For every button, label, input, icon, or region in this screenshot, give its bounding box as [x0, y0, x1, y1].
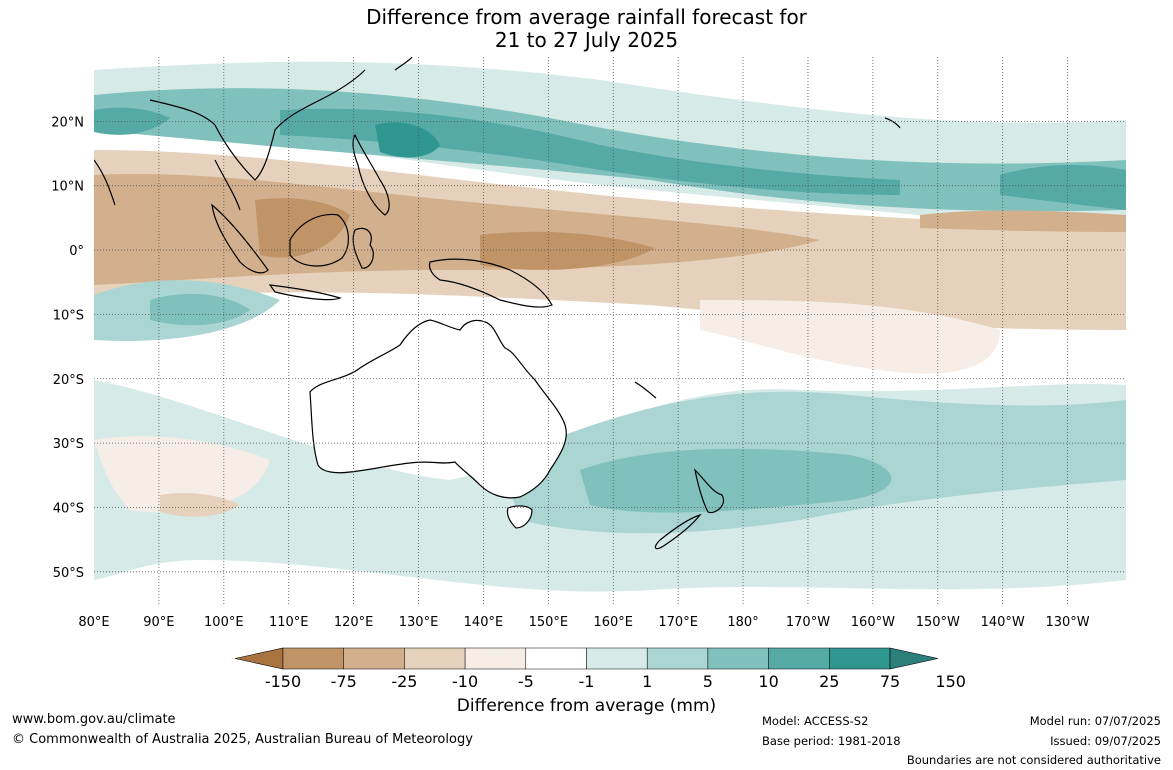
longitude-label: 170°E — [658, 615, 698, 630]
colorbar-segment — [404, 647, 466, 670]
colorbar-tick-label: -10 — [452, 672, 478, 691]
colorbar-tick-label: 25 — [819, 672, 839, 691]
colorbar-tick-label: 5 — [703, 672, 713, 691]
longitude-label: 110°E — [269, 615, 309, 630]
colorbar-segment — [525, 647, 587, 670]
model-run-date: Model run: 07/07/2025 — [1029, 714, 1161, 728]
colorbar — [234, 647, 939, 670]
longitude-label: 160°E — [593, 615, 633, 630]
longitude-label: 80°E — [78, 615, 109, 630]
colorbar-segment — [829, 647, 891, 670]
map-field — [94, 57, 1126, 604]
latitude-label: 0° — [69, 244, 84, 259]
borneo-landmass — [289, 213, 349, 267]
colorbar-tick-label: 75 — [880, 672, 900, 691]
latitude-label: 40°S — [53, 501, 84, 516]
longitude-label: 130°E — [399, 615, 439, 630]
latitude-label: 10°S — [53, 308, 84, 323]
colorbar-tick-label: -1 — [579, 672, 595, 691]
model-name: Model: ACCESS-S2 — [762, 714, 869, 728]
dry-core-new-guinea — [480, 231, 655, 270]
colorbar-tick-label: 10 — [758, 672, 778, 691]
latitude-label: 50°S — [53, 566, 84, 581]
philippines-landmass — [352, 133, 390, 216]
colorbar-extension-low — [234, 647, 284, 670]
colorbar-extension-high — [889, 647, 939, 670]
hawaii-islands — [884, 117, 901, 129]
wet-core-east-pacific — [1000, 165, 1126, 210]
longitude-labels: 80°E 90°E 100°E 110°E 120°E 130°E 140°E 150°E 16… — [78, 615, 1089, 630]
latitude-label: 20°N — [51, 115, 84, 130]
dry-core-borneo — [255, 198, 350, 258]
longitude-label: 120°E — [334, 615, 374, 630]
issued-date: Issued: 09/07/2025 — [1050, 734, 1161, 748]
map-title-line-2: 21 to 27 July 2025 — [494, 28, 679, 52]
longitude-label: 150°E — [529, 615, 569, 630]
sumatra-landmass — [211, 203, 269, 274]
colorbar-segment — [768, 647, 830, 670]
wet-core-philippines — [375, 122, 440, 158]
colorbar-segment — [282, 647, 344, 670]
colorbar-segment — [343, 647, 405, 670]
longitude-label: 100°E — [204, 615, 244, 630]
dry-south-pacific — [700, 300, 1000, 374]
colorbar-segment — [586, 647, 648, 670]
copyright-text: © Commonwealth of Australia 2025, Austra… — [12, 732, 473, 747]
website-link[interactable]: www.bom.gov.au/climate — [12, 712, 176, 727]
tasmania-landmass — [506, 505, 533, 529]
sulawesi-landmass — [352, 227, 374, 269]
japan-landmass — [394, 57, 413, 71]
longitude-label: 90°E — [143, 615, 174, 630]
longitude-label: 140°W — [981, 615, 1025, 630]
colorbar-title: Difference from average (mm) — [456, 696, 717, 716]
latitude-labels: 20°N 10°N 0° 10°S 20°S 30°S 40°S 50°S — [51, 115, 84, 580]
longitude-label: 140°E — [464, 615, 504, 630]
boundaries-disclaimer: Boundaries are not considered authoritat… — [906, 753, 1161, 767]
longitude-label: 170°W — [786, 615, 830, 630]
new-guinea-landmass — [428, 258, 553, 308]
new-zealand-north-island — [694, 468, 725, 514]
wet-indian-ocean-core — [150, 293, 250, 326]
longitude-label: 130°W — [1045, 615, 1089, 630]
colorbar-segment — [646, 647, 709, 670]
colorbar-tick-label: 150 — [935, 672, 966, 691]
colorbar-segment — [464, 647, 527, 670]
new-zealand-south-island — [654, 513, 702, 550]
dry-band-east-pacific — [920, 210, 1126, 232]
wet-band-north-core — [280, 108, 900, 195]
wet-core-india — [94, 107, 170, 135]
graticule — [94, 57, 1126, 604]
longitude-label: 160°W — [851, 615, 895, 630]
wet-tasman-core — [580, 448, 892, 513]
australia-landmass — [309, 319, 567, 499]
colorbar-labels: -150 -75 -25 -10 -5 -1 1 5 10 25 75 150 — [265, 672, 966, 691]
colorbar-tick-label: -5 — [518, 672, 534, 691]
colorbar-tick-label: -150 — [265, 672, 301, 691]
dry-south-indian — [94, 436, 270, 513]
colorbar-tick-label: -75 — [331, 672, 357, 691]
latitude-label: 20°S — [53, 373, 84, 388]
dry-south-indian-core — [160, 493, 240, 517]
base-period: Base period: 1981-2018 — [762, 734, 901, 748]
latitude-label: 30°S — [53, 437, 84, 452]
colorbar-tick-label: -25 — [391, 672, 417, 691]
latitude-label: 10°N — [51, 180, 84, 195]
colorbar-tick-label: 1 — [642, 672, 652, 691]
asia-mainland-coast — [94, 69, 366, 211]
java-landmass — [268, 284, 342, 301]
new-caledonia-landmass — [634, 381, 657, 399]
longitude-label: 150°W — [916, 615, 960, 630]
longitude-label: 180° — [727, 615, 758, 630]
colorbar-segment — [707, 647, 769, 670]
map-title-line-1: Difference from average rainfall forecas… — [366, 5, 807, 29]
